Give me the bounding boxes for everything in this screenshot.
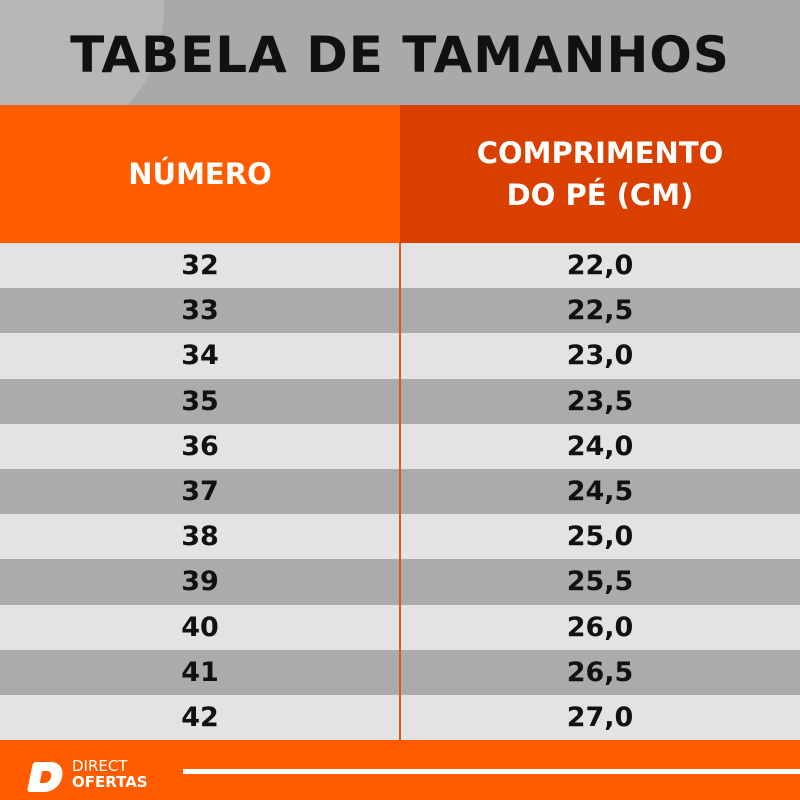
foot-length: 24,5 [566, 476, 634, 508]
foot-length: 25,5 [566, 566, 634, 598]
logo-text-ofertas: OFERTAS [72, 773, 148, 791]
foot-length: 22,0 [566, 250, 634, 282]
direct-ofertas-logo-icon [26, 762, 66, 792]
size-number: 38 [181, 521, 219, 553]
title-band: TABELA DE TAMANHOS [0, 0, 800, 105]
size-number: 40 [181, 611, 219, 643]
page-title: TABELA DE TAMANHOS [70, 26, 730, 84]
foot-length: 23,5 [566, 385, 634, 417]
size-number: 35 [181, 385, 219, 417]
size-number: 42 [181, 701, 219, 733]
foot-length: 26,5 [566, 656, 634, 688]
foot-length: 27,0 [566, 701, 634, 733]
size-number: 39 [181, 566, 219, 598]
foot-length: 25,0 [566, 521, 634, 553]
header-length-label: COMPRIMENTO DO PÉ (CM) [476, 136, 724, 212]
footer-line [183, 769, 800, 774]
column-divider [399, 243, 401, 740]
foot-length: 24,0 [566, 430, 634, 462]
foot-length: 23,0 [566, 340, 634, 372]
size-number: 34 [181, 340, 219, 372]
footer: DIRECT OFERTAS [0, 740, 800, 800]
header-number: NÚMERO [0, 105, 400, 243]
size-number: 41 [181, 656, 219, 688]
logo-text-direct: DIRECT [72, 757, 128, 775]
size-number: 37 [181, 476, 219, 508]
size-number: 32 [181, 250, 219, 282]
size-number: 33 [181, 295, 219, 327]
size-number: 36 [181, 430, 219, 462]
foot-length: 26,0 [566, 611, 634, 643]
foot-length: 22,5 [566, 295, 634, 327]
header-length: COMPRIMENTO DO PÉ (CM) [400, 105, 800, 243]
